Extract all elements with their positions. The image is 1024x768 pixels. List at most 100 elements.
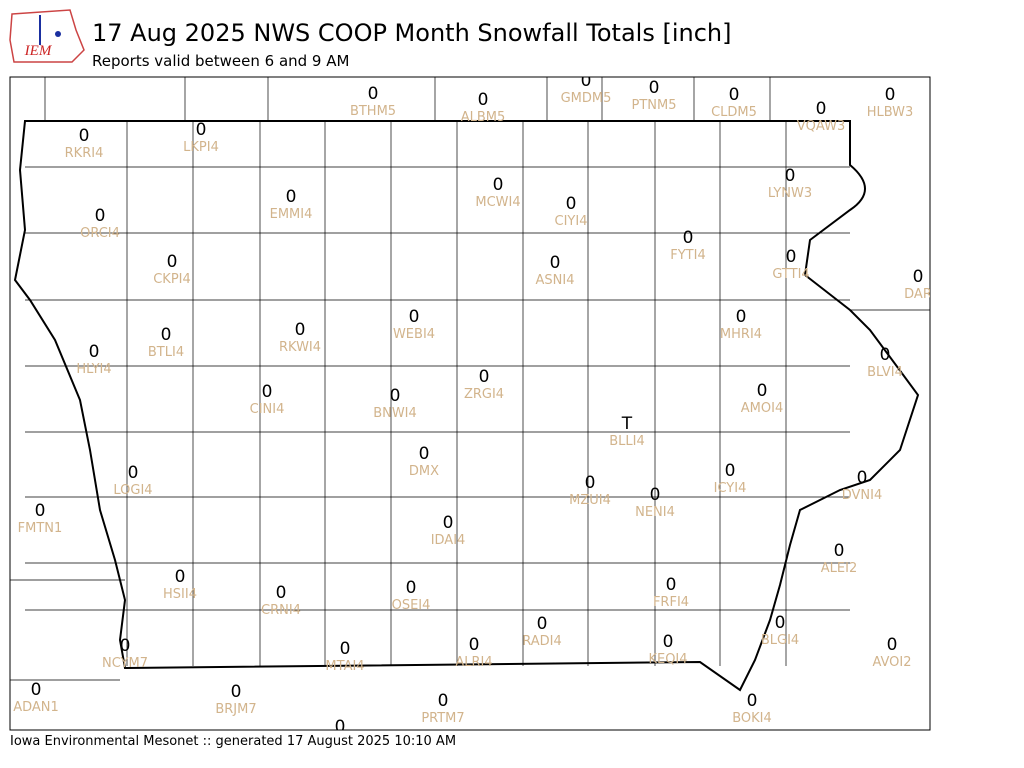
- station-id: KEQI4: [648, 652, 687, 667]
- station-value: 0: [747, 691, 758, 711]
- station-id: RADI4: [522, 634, 562, 649]
- station-id: ZRGI4: [464, 387, 504, 402]
- station-value: 0: [785, 166, 796, 186]
- station-id: CKPI4: [153, 272, 191, 287]
- station-value: 0: [340, 639, 351, 659]
- station-value: 0: [666, 575, 677, 595]
- station-id: RKWI4: [279, 340, 321, 355]
- station-id: AMOI4: [741, 401, 783, 416]
- station-value: 0: [663, 632, 674, 652]
- station-value: 0: [89, 342, 100, 362]
- station-value: 0: [438, 691, 449, 711]
- map-frame: [9, 76, 931, 731]
- logo: IEM: [9, 9, 85, 63]
- station-id: FYTI4: [670, 248, 705, 263]
- station-id: IDAI4: [431, 533, 466, 548]
- station-value: 0: [566, 194, 577, 214]
- station-id: CLDM5: [711, 105, 757, 120]
- station-id: BTLI4: [148, 345, 184, 360]
- station-value: 0: [880, 345, 891, 365]
- station-id: AVOI2: [872, 655, 911, 670]
- station-value: 0: [276, 583, 287, 603]
- station-value: 0: [729, 85, 740, 105]
- station-value: 0: [887, 635, 898, 655]
- station-id: FMTN1: [18, 521, 63, 536]
- station-value: 0: [196, 120, 207, 140]
- station-value: 0: [550, 253, 561, 273]
- station-value: 0: [913, 267, 924, 287]
- station-id: HLYI4: [76, 362, 111, 377]
- station-value: 0: [335, 717, 346, 737]
- station-value: 0: [537, 614, 548, 634]
- station-id: BNWI4: [373, 406, 417, 421]
- basemap: [10, 77, 930, 692]
- station-value: 0: [857, 468, 868, 488]
- station-id: ALBM5: [461, 110, 506, 125]
- station-value: 0: [286, 187, 297, 207]
- station-id: ASNI4: [536, 273, 575, 288]
- station-id: ALRI4: [455, 655, 492, 670]
- station-id: ICYI4: [714, 481, 747, 496]
- station-value: 0: [816, 99, 827, 119]
- station-value: 0: [649, 78, 660, 98]
- station-id: LKPI4: [183, 140, 219, 155]
- station-id: LYNW3: [768, 186, 812, 201]
- station-value: 0: [736, 307, 747, 327]
- station-value: 0: [120, 636, 131, 656]
- station-value: 0: [419, 444, 430, 464]
- station-id: DVNI4: [842, 488, 883, 503]
- station-value: 0: [409, 307, 420, 327]
- station-id: BOKI4: [732, 711, 772, 726]
- station-id: NCYM7: [102, 656, 148, 671]
- station-value: 0: [167, 252, 178, 272]
- station-value: 0: [834, 541, 845, 561]
- station-value: 0: [581, 71, 592, 91]
- logo-text: IEM: [24, 43, 53, 59]
- station-value: 0: [493, 175, 504, 195]
- footer: Iowa Environmental Mesonet :: generated …: [10, 734, 456, 749]
- station-id: BLVI4: [867, 365, 903, 380]
- station-value: 0: [295, 320, 306, 340]
- station-value: T: [621, 414, 633, 434]
- station-value: 0: [469, 635, 480, 655]
- station-value: 0: [443, 513, 454, 533]
- station-id: MTAI4: [325, 659, 364, 674]
- station-id: NENI4: [635, 505, 675, 520]
- station-value: 0: [885, 85, 896, 105]
- station-value: 0: [390, 386, 401, 406]
- station-id: PRTM7: [421, 711, 464, 726]
- station-id: EMMI4: [270, 207, 313, 222]
- station-value: 0: [161, 325, 172, 345]
- station-id: ADAN1: [13, 700, 59, 715]
- station-id: BTHM5: [350, 104, 396, 119]
- station-value: 0: [775, 613, 786, 633]
- station-id: BLGI4: [761, 633, 799, 648]
- station-value: 0: [128, 463, 139, 483]
- station-id: CINI4: [250, 402, 285, 417]
- station-id: OSEI4: [392, 598, 431, 613]
- station-id: MZUI4: [569, 493, 611, 508]
- station-value: 0: [683, 228, 694, 248]
- station-id: MHRI4: [720, 327, 762, 342]
- station-id: ORCI4: [80, 226, 120, 241]
- station-value: 0: [79, 126, 90, 146]
- station-value: 0: [478, 90, 489, 110]
- station-value: 0: [262, 382, 273, 402]
- station-id: VQAW3: [797, 119, 845, 134]
- station-value: 0: [368, 84, 379, 104]
- subtitle: Reports valid between 6 and 9 AM: [92, 52, 349, 70]
- station-id: RKRI4: [65, 146, 104, 161]
- station-id: MCWI4: [475, 195, 520, 210]
- station-id: WEBI4: [393, 327, 435, 342]
- station-value: 0: [175, 567, 186, 587]
- station-id: DMX: [409, 464, 439, 479]
- station-value: 0: [406, 578, 417, 598]
- station-id: GMDM5: [561, 91, 612, 106]
- station-value: 0: [725, 461, 736, 481]
- station-value: 0: [231, 682, 242, 702]
- station-value: 0: [35, 501, 46, 521]
- station-value: 0: [95, 206, 106, 226]
- station-id: PTNM5: [632, 98, 677, 113]
- station-id: CRNI4: [261, 603, 301, 618]
